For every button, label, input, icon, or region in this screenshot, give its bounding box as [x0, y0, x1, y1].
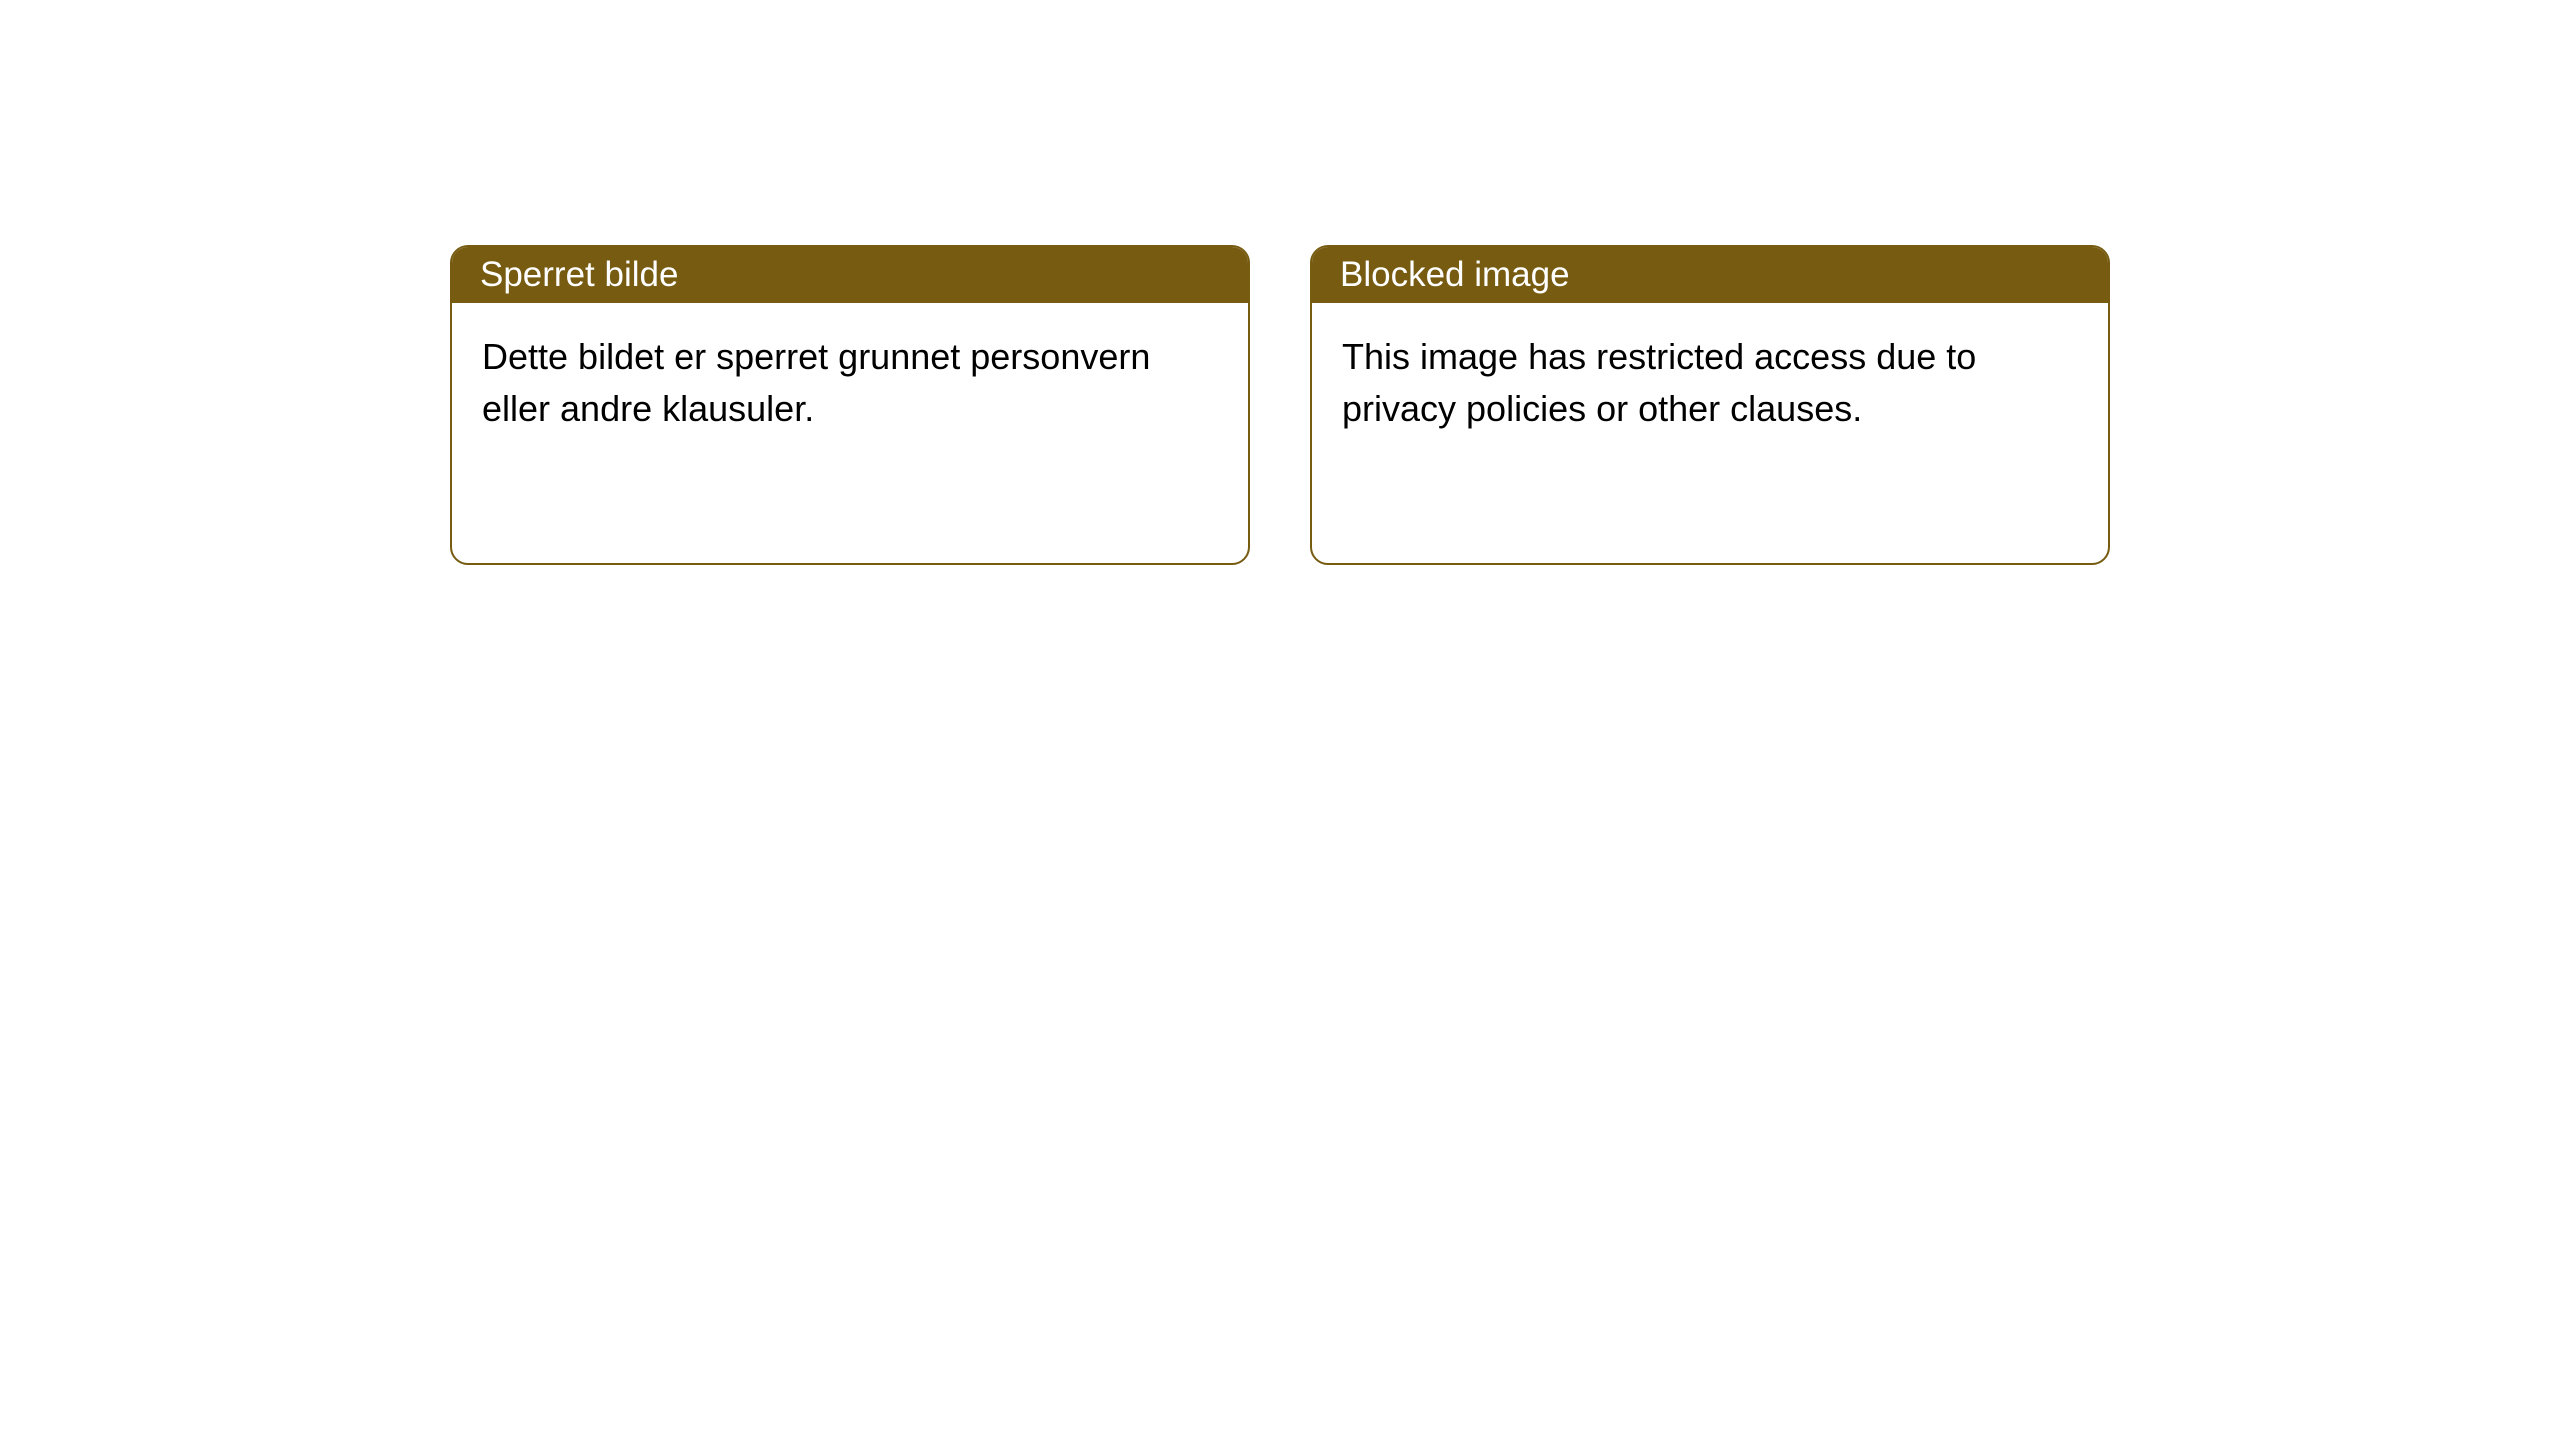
notice-cards-container: Sperret bilde Dette bildet er sperret gr…	[450, 245, 2110, 565]
notice-card-english: Blocked image This image has restricted …	[1310, 245, 2110, 565]
card-header: Blocked image	[1312, 247, 2108, 303]
card-header: Sperret bilde	[452, 247, 1248, 303]
notice-card-norwegian: Sperret bilde Dette bildet er sperret gr…	[450, 245, 1250, 565]
card-body: Dette bildet er sperret grunnet personve…	[452, 303, 1248, 563]
card-body: This image has restricted access due to …	[1312, 303, 2108, 563]
